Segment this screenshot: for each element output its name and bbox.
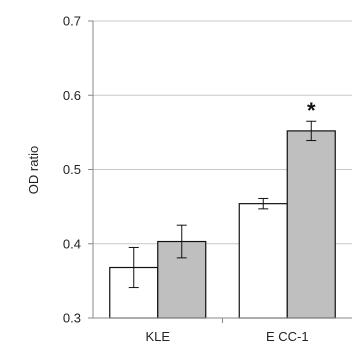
- axes: [88, 20, 352, 323]
- y-tick-label: 0.5: [63, 162, 81, 177]
- bar: [286, 130, 336, 319]
- bar: [238, 203, 288, 319]
- bars: [109, 130, 336, 319]
- y-tick-label: 0.4: [63, 236, 81, 251]
- x-tick-label: KLE: [145, 329, 170, 344]
- y-tick-label: 0.6: [63, 88, 81, 103]
- y-tick-label: 0.7: [63, 14, 81, 29]
- significance-marker: *: [307, 98, 316, 123]
- tick-labels: 0.3 0.4 0.5 0.6 0.7 KLE E CC-1: [63, 14, 309, 345]
- error-bars: [128, 120, 317, 289]
- y-axis-title: OD ratio: [26, 146, 41, 194]
- y-tick-label: 0.3: [63, 311, 81, 326]
- x-tick-label: E CC-1: [266, 329, 309, 344]
- annotations: *: [307, 98, 316, 123]
